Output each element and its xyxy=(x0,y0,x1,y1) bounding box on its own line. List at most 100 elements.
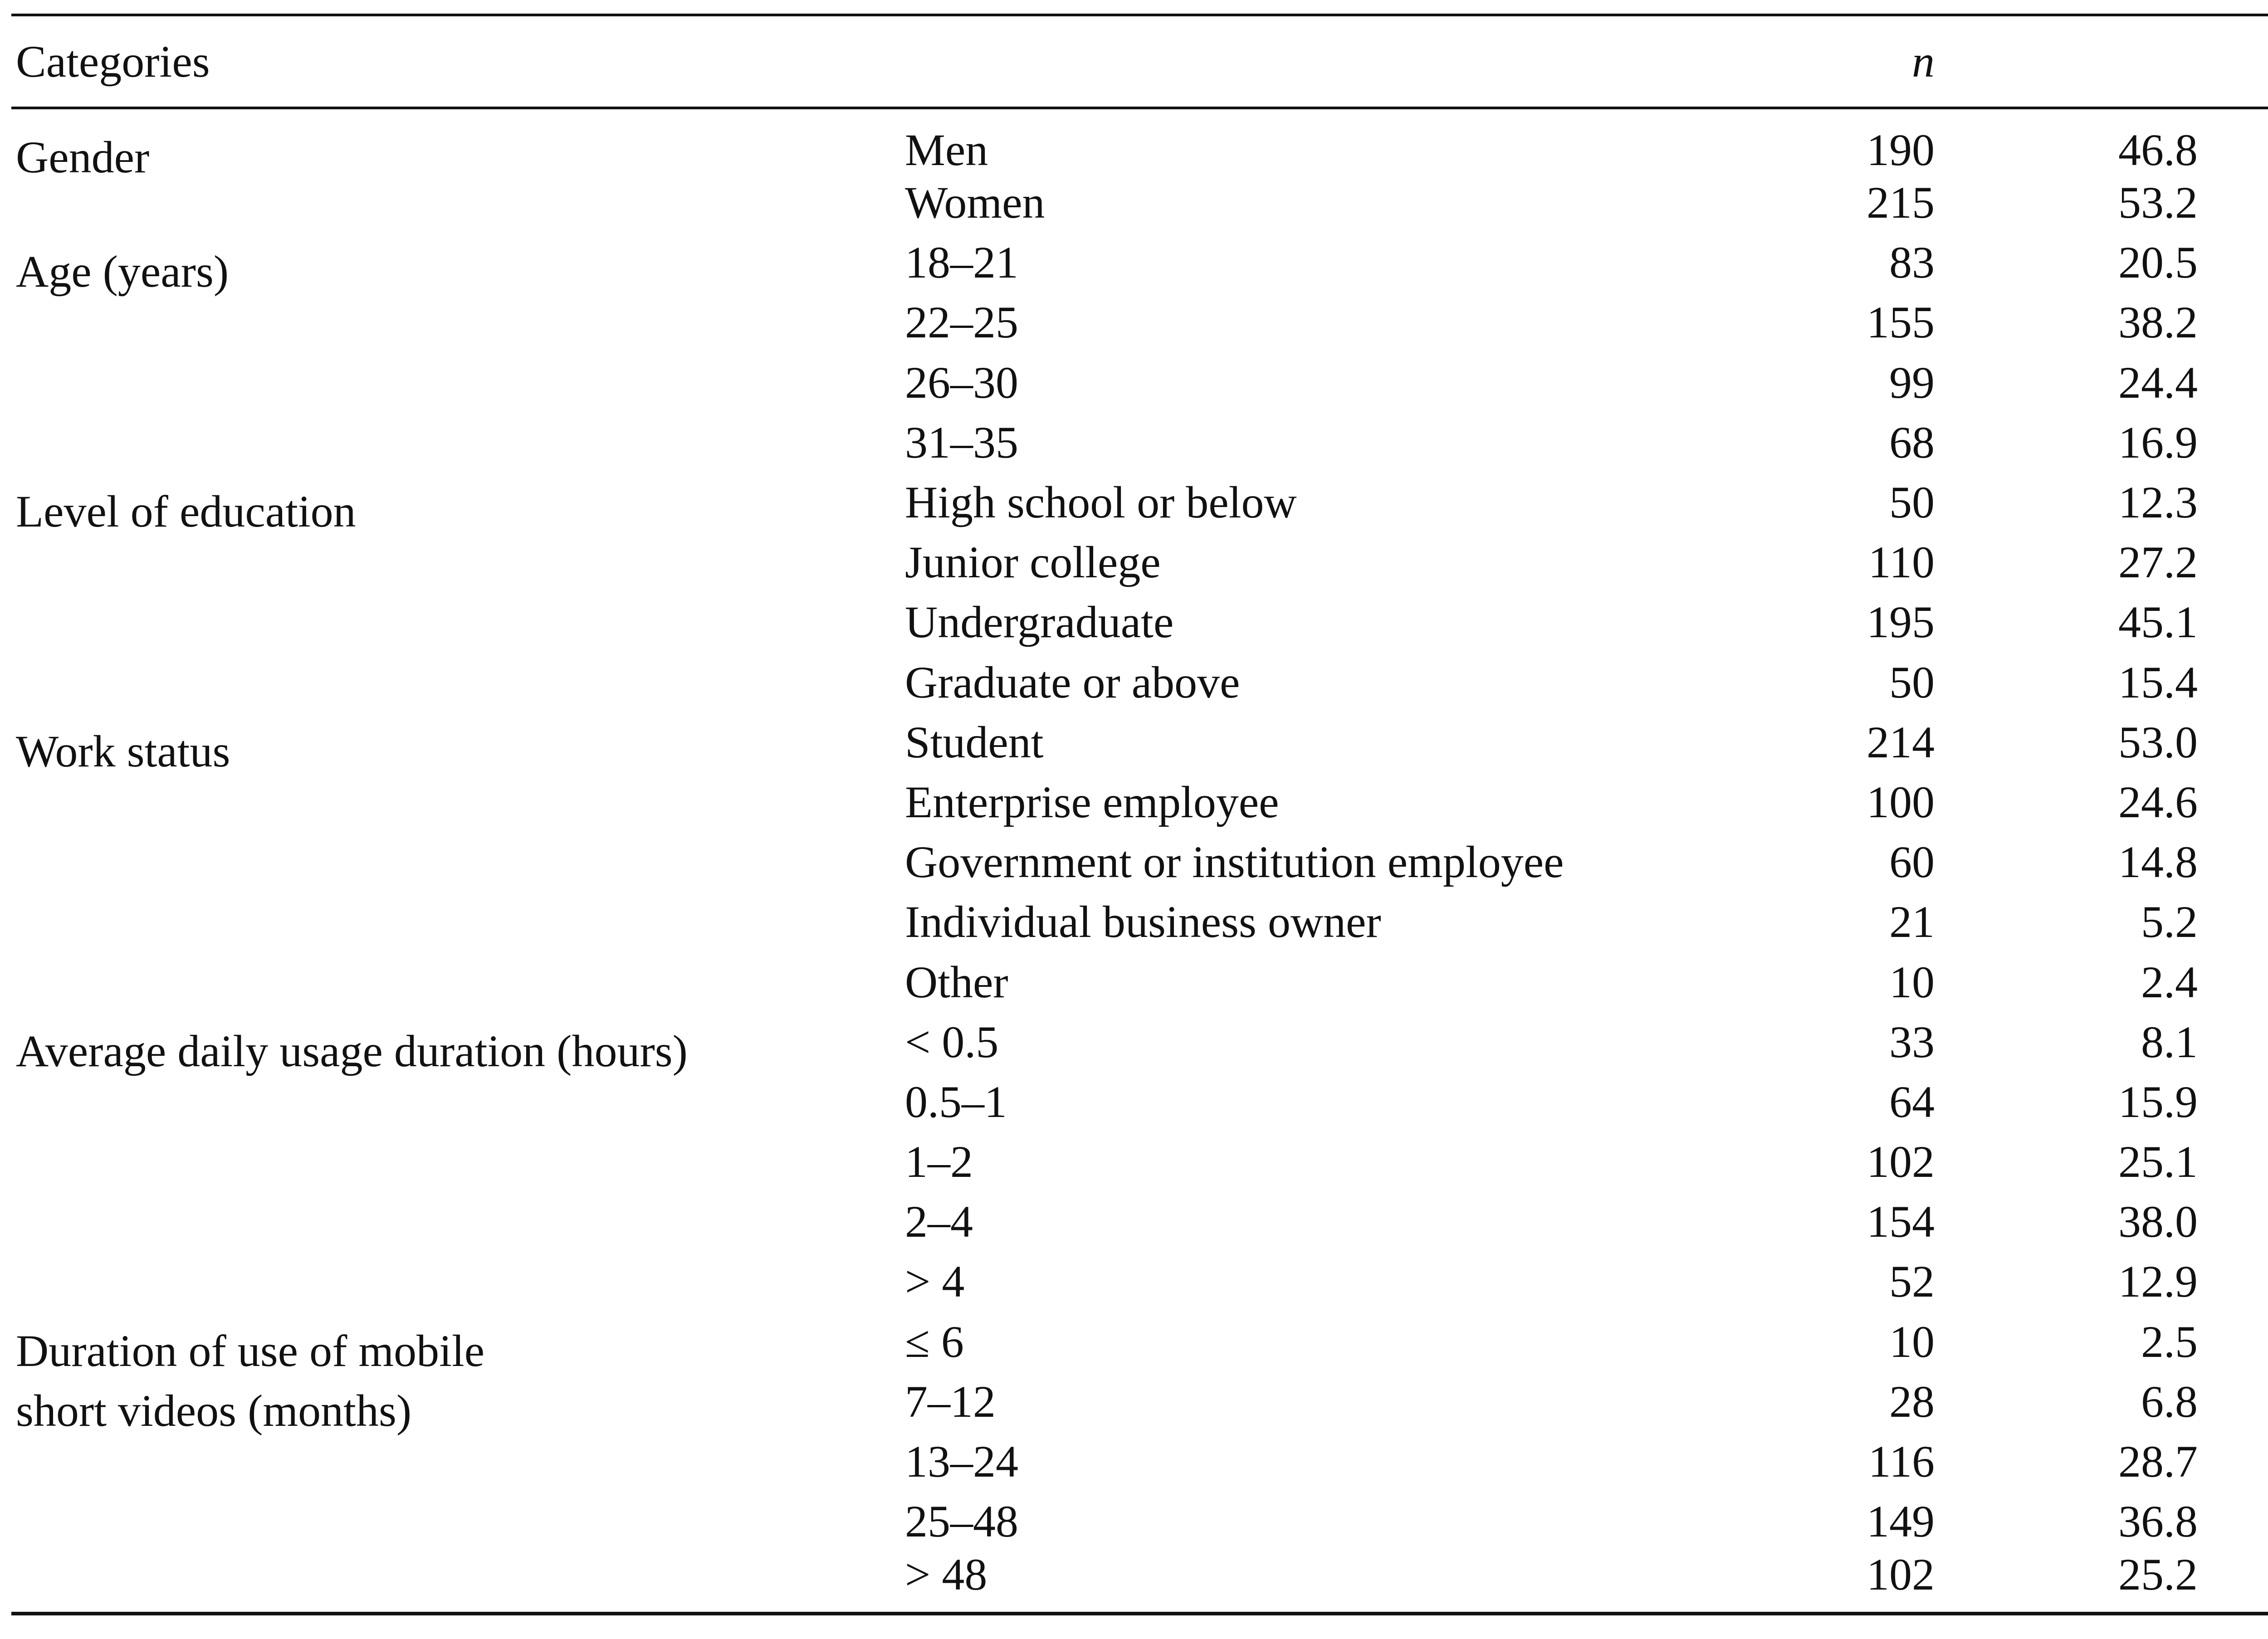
percent-value: 15.4 xyxy=(2118,657,2198,707)
percent-value: 8.1 xyxy=(2141,1016,2198,1067)
header-percent: % xyxy=(1935,14,2268,109)
category-cell: Level of education xyxy=(11,473,900,712)
table-row: 7–12 28 6.8 xyxy=(11,1372,2268,1432)
subcategory-label: Individual business owner xyxy=(905,897,1381,947)
count-value: 68 xyxy=(1889,417,1935,468)
table-row: Individual business owner 21 5.2 xyxy=(11,892,2268,952)
percent-value: 27.2 xyxy=(2118,537,2198,588)
subcategory-label: Graduate or above xyxy=(905,657,1240,707)
demographics-table: Categories n % Gender Men 190 46.8 Women 215 5… xyxy=(11,14,2268,1612)
table-row: 26–30 99 24.4 xyxy=(11,353,2268,413)
subcategory-label: 26–30 xyxy=(905,357,1018,408)
category-cell: Work status xyxy=(11,712,900,1012)
table-row: 0.5–1 64 15.9 xyxy=(11,1072,2268,1132)
count-value: 50 xyxy=(1889,477,1935,528)
subcategory-label: 13–24 xyxy=(905,1436,1018,1487)
count-value: 102 xyxy=(1867,1137,1935,1187)
percent-value: 20.5 xyxy=(2118,237,2198,288)
table-row: Work status Student 214 53.0 xyxy=(11,712,2268,776)
table-row: Junior college 110 27.2 xyxy=(11,532,2268,592)
percent-value: 14.8 xyxy=(2118,837,2198,888)
count-value: 10 xyxy=(1889,1316,1935,1367)
header-row: Categories n % xyxy=(11,14,2268,109)
percent-value: 6.8 xyxy=(2141,1376,2198,1427)
percent-value: 46.8 xyxy=(2118,125,2198,175)
percent-value: 16.9 xyxy=(2118,417,2198,468)
subcategory-label: Women xyxy=(905,177,1045,228)
subcategory-label: Junior college xyxy=(905,537,1161,588)
subcategory-label: Other xyxy=(905,956,1008,1007)
count-value: 149 xyxy=(1867,1496,1935,1547)
category-label: Average daily usage duration (hours) xyxy=(16,1025,688,1076)
count-value: 100 xyxy=(1867,776,1935,827)
table-row: > 48 102 25.2 xyxy=(11,1551,2268,1611)
count-value: 83 xyxy=(1889,237,1935,288)
count-value: 10 xyxy=(1889,956,1935,1007)
table-row: Undergraduate 195 45.1 xyxy=(11,592,2268,652)
subcategory-label: High school or below xyxy=(905,477,1297,528)
category-label: Age (years) xyxy=(16,246,229,297)
count-value: 33 xyxy=(1889,1016,1935,1067)
count-value: 60 xyxy=(1889,837,1935,888)
table-row: 13–24 116 28.7 xyxy=(11,1432,2268,1492)
table-header: Categories n % xyxy=(11,14,2268,109)
table-bottom-rule xyxy=(11,1611,2268,1615)
count-value: 190 xyxy=(1867,125,1935,175)
category-label: short videos (months) xyxy=(16,1385,412,1436)
table-row: Age (years) 18–21 83 20.5 xyxy=(11,233,2268,297)
count-value: 102 xyxy=(1867,1549,1935,1600)
table-row: > 4 52 12.9 xyxy=(11,1252,2268,1312)
table-row: 25–48 149 36.8 xyxy=(11,1492,2268,1551)
category-cell: Duration of use of mobile short videos (m… xyxy=(11,1312,900,1612)
subcategory-label: < 0.5 xyxy=(905,1016,999,1067)
table-row: Level of education High school or below 50… xyxy=(11,473,2268,536)
table-row: Government or institution employee 60 14.8 xyxy=(11,832,2268,892)
subcategory-label: 7–12 xyxy=(905,1376,996,1427)
demographics-table-container: Categories n % Gender Men 190 46.8 Women 215 5… xyxy=(11,14,2268,1615)
percent-value: 38.2 xyxy=(2118,297,2198,348)
subcategory-label: Men xyxy=(905,125,988,175)
header-n: n xyxy=(1762,14,1935,109)
category-label: Gender xyxy=(16,132,150,182)
subcategory-label: Undergraduate xyxy=(905,597,1174,648)
percent-value: 2.4 xyxy=(2141,956,2198,1007)
percent-value: 45.1 xyxy=(2118,597,2198,648)
subcategory-label: ≤ 6 xyxy=(905,1316,964,1367)
category-cell: Average daily usage duration (hours) xyxy=(11,1012,900,1312)
table-row: Enterprise employee 100 24.6 xyxy=(11,772,2268,832)
count-value: 99 xyxy=(1889,357,1935,408)
subcategory-label: 0.5–1 xyxy=(905,1076,1007,1127)
subcategory-label: > 48 xyxy=(905,1549,987,1600)
percent-value: 2.5 xyxy=(2141,1316,2198,1367)
percent-value: 53.2 xyxy=(2118,177,2198,228)
subcategory-label: 25–48 xyxy=(905,1496,1018,1547)
percent-value: 38.0 xyxy=(2118,1196,2198,1247)
table-row: Average daily usage duration (hours) < 0.… xyxy=(11,1012,2268,1076)
category-label: Level of education xyxy=(16,486,356,537)
count-value: 50 xyxy=(1889,657,1935,707)
subcategory-label: 2–4 xyxy=(905,1196,973,1247)
count-value: 116 xyxy=(1868,1436,1935,1487)
percent-value: 36.8 xyxy=(2118,1496,2198,1547)
percent-value: 12.9 xyxy=(2118,1256,2198,1307)
percent-value: 53.0 xyxy=(2118,717,2198,767)
table-row: Other 10 2.4 xyxy=(11,952,2268,1012)
subcategory-label: 18–21 xyxy=(905,237,1018,288)
table-row: 2–4 154 38.0 xyxy=(11,1192,2268,1252)
header-subcategory xyxy=(900,14,1762,109)
header-categories: Categories xyxy=(11,14,900,109)
count-value: 195 xyxy=(1867,597,1935,648)
count-value: 28 xyxy=(1889,1376,1935,1427)
table-row: 1–2 102 25.1 xyxy=(11,1132,2268,1192)
count-value: 21 xyxy=(1889,897,1935,947)
count-value: 64 xyxy=(1889,1076,1935,1127)
category-label: Work status xyxy=(16,726,230,776)
count-value: 215 xyxy=(1867,177,1935,228)
percent-value: 15.9 xyxy=(2118,1076,2198,1127)
percent-value: 5.2 xyxy=(2141,897,2198,947)
percent-value: 25.1 xyxy=(2118,1137,2198,1187)
count-value: 110 xyxy=(1868,537,1935,588)
table-body: Gender Men 190 46.8 Women 215 53.2 Age (years) 1… xyxy=(11,108,2268,1612)
count-value: 155 xyxy=(1867,297,1935,348)
percent-value: 24.6 xyxy=(2118,776,2198,827)
